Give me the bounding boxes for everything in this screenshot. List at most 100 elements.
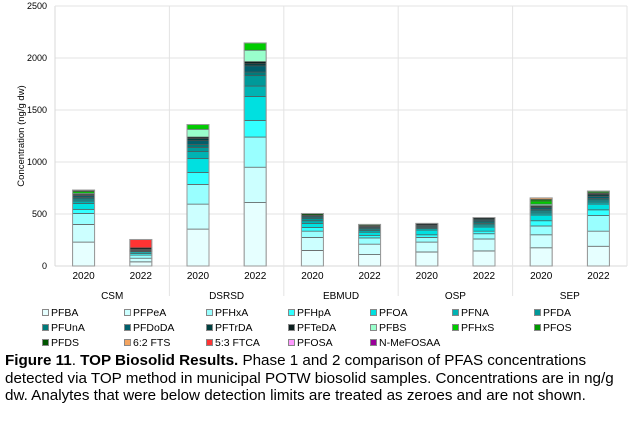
legend-label: PFTeDA: [297, 321, 337, 334]
y-axis-label: Concentration (ng/g dw): [16, 85, 27, 186]
legend-swatch: [452, 324, 459, 331]
legend-label: PFNA: [461, 306, 490, 319]
legend-swatch: [42, 324, 49, 331]
bars: [72, 42, 610, 267]
stacked-bar-chart: 0 500 1000 1500 2000 2500 Concentration (ng/g…: [16, 1, 628, 302]
gridlines: [54, 5, 628, 296]
bar-segment-pfoa: [358, 231, 381, 236]
bar-segment-pfuna: [186, 143, 210, 148]
y-axis-ticks: 0 500 1000 1500 2000 2500: [27, 1, 47, 271]
bar-segment-5-3-ftca: [129, 239, 153, 249]
bar-segment-pfpea: [529, 234, 553, 249]
y-tick-label: 1000: [27, 157, 47, 167]
legend-label: PFTrDA: [215, 321, 253, 334]
bar-segment-pfhxa: [529, 225, 553, 236]
bar-outline: [472, 217, 496, 267]
legend-item: PFOS: [534, 322, 616, 334]
bar-segment-pfba: [72, 241, 95, 267]
caption-title: TOP Biosolid Results.: [80, 352, 239, 369]
bar-segment-pfhpa: [415, 234, 439, 238]
bar-sep-2020: [529, 197, 553, 267]
legend-item: N-MeFOSAA: [370, 337, 452, 349]
bar-ebmud-2022: [358, 223, 382, 267]
legend-label: PFUnA: [51, 321, 85, 334]
legend-label: PFOSA: [297, 336, 333, 349]
bar-segment-pfoa: [301, 223, 324, 228]
bar-segment-pfpea: [129, 257, 153, 263]
bar-segment-pfoa: [472, 226, 496, 232]
legend-swatch: [42, 309, 49, 316]
x-tick-label: 2020: [72, 271, 95, 282]
bar-segment-pfbs: [186, 128, 210, 138]
legend-label: PFHpA: [297, 306, 331, 319]
bar-segment-pfba: [587, 245, 610, 267]
y-tick-label: 0: [42, 261, 47, 271]
bar-segment-pfba: [129, 261, 153, 267]
legend-swatch: [370, 324, 377, 331]
bar-segment-pfna: [186, 151, 210, 159]
bar-segment-pfhxa: [186, 184, 210, 205]
bar-segment-pfhpa: [301, 227, 324, 232]
x-axis-ticks: 2020 2022 2020 2022 2020 2022 2020 2022 2020 2022…: [72, 271, 609, 302]
figure-caption: Figure 11. TOP Biosolid Results. Phase 1…: [5, 352, 633, 405]
group-label: OSP: [445, 291, 466, 302]
caption-text: Phase 1 and 2 comparison of PFAS concent…: [5, 352, 614, 404]
bar-osp-2022: [472, 217, 496, 267]
bar-segment-pfdoda: [186, 140, 210, 145]
legend-row: PFBA PFPeA PFHxA PFHpA PFOA PFNA PFDA: [42, 305, 632, 320]
legend-item: PFOA: [370, 307, 452, 319]
bar-segment-pfba: [243, 202, 267, 267]
legend-row: PFDS 6:2 FTS 5:3 FTCA PFOSA N-MeFOSAA: [42, 335, 632, 350]
bar-outline: [243, 42, 267, 267]
bar-segment-pfba: [358, 254, 381, 267]
legend-item: PFHxS: [452, 322, 534, 334]
legend-item: PFHxA: [206, 307, 288, 319]
bar-segment-pfba: [301, 250, 324, 267]
legend-label: PFHxS: [461, 321, 495, 334]
legend-item: PFTeDA: [288, 322, 370, 334]
bar-segment-pfoa: [186, 158, 210, 173]
x-tick-label: 2020: [530, 271, 553, 282]
y-tick-label: 500: [32, 209, 47, 219]
legend-label: 6:2 FTS: [133, 336, 171, 349]
legend-item: PFNA: [452, 307, 534, 319]
legend-label: PFDoDA: [133, 321, 175, 334]
x-tick-label: 2020: [301, 271, 324, 282]
bar-outline: [586, 190, 610, 267]
bar-segment-pfda: [186, 147, 210, 152]
legend-label: 5:3 FTCA: [215, 336, 260, 349]
bar-outline: [358, 223, 382, 267]
x-tick-label: 2022: [244, 271, 267, 282]
legend-label: N-MeFOSAA: [379, 336, 441, 349]
bar-segment-pfhxa: [472, 233, 496, 240]
legend-item: PFTrDA: [206, 322, 288, 334]
legend-swatch: [206, 339, 213, 346]
bar-segment-pfna: [301, 220, 324, 224]
bar-segment-pfba: [415, 251, 439, 267]
bar-segment-pfhpa: [243, 120, 267, 138]
x-tick-label: 2022: [130, 271, 153, 282]
legend-item: PFOSA: [288, 337, 370, 349]
legend-label: PFOA: [379, 306, 408, 319]
bar-segment-pfbs: [243, 49, 267, 62]
bar-segment-pfhxa: [415, 237, 439, 243]
bar-segment-pfoa: [587, 203, 610, 211]
legend-item: 6:2 FTS: [124, 337, 206, 349]
legend-swatch: [206, 309, 213, 316]
legend-item: PFDS: [42, 337, 124, 349]
legend-item: PFHpA: [288, 307, 370, 319]
y-tick-label: 2500: [27, 1, 47, 11]
bar-segment-pfba: [186, 228, 210, 267]
group-label: SEP: [560, 291, 580, 302]
group-label: DSRSD: [209, 291, 244, 302]
legend-swatch: [288, 339, 295, 346]
legend-swatch: [124, 324, 131, 331]
y-tick-label: 2000: [27, 53, 47, 63]
bar-segment-pfuna: [243, 71, 267, 77]
bar-dsrsd-2020: [186, 124, 210, 267]
bar-segment-pfba: [529, 247, 553, 267]
bar-segment-pfhxa: [243, 136, 267, 168]
bar-osp-2020: [415, 222, 439, 267]
bar-outline: [129, 238, 153, 267]
legend-label: PFDS: [51, 336, 80, 349]
